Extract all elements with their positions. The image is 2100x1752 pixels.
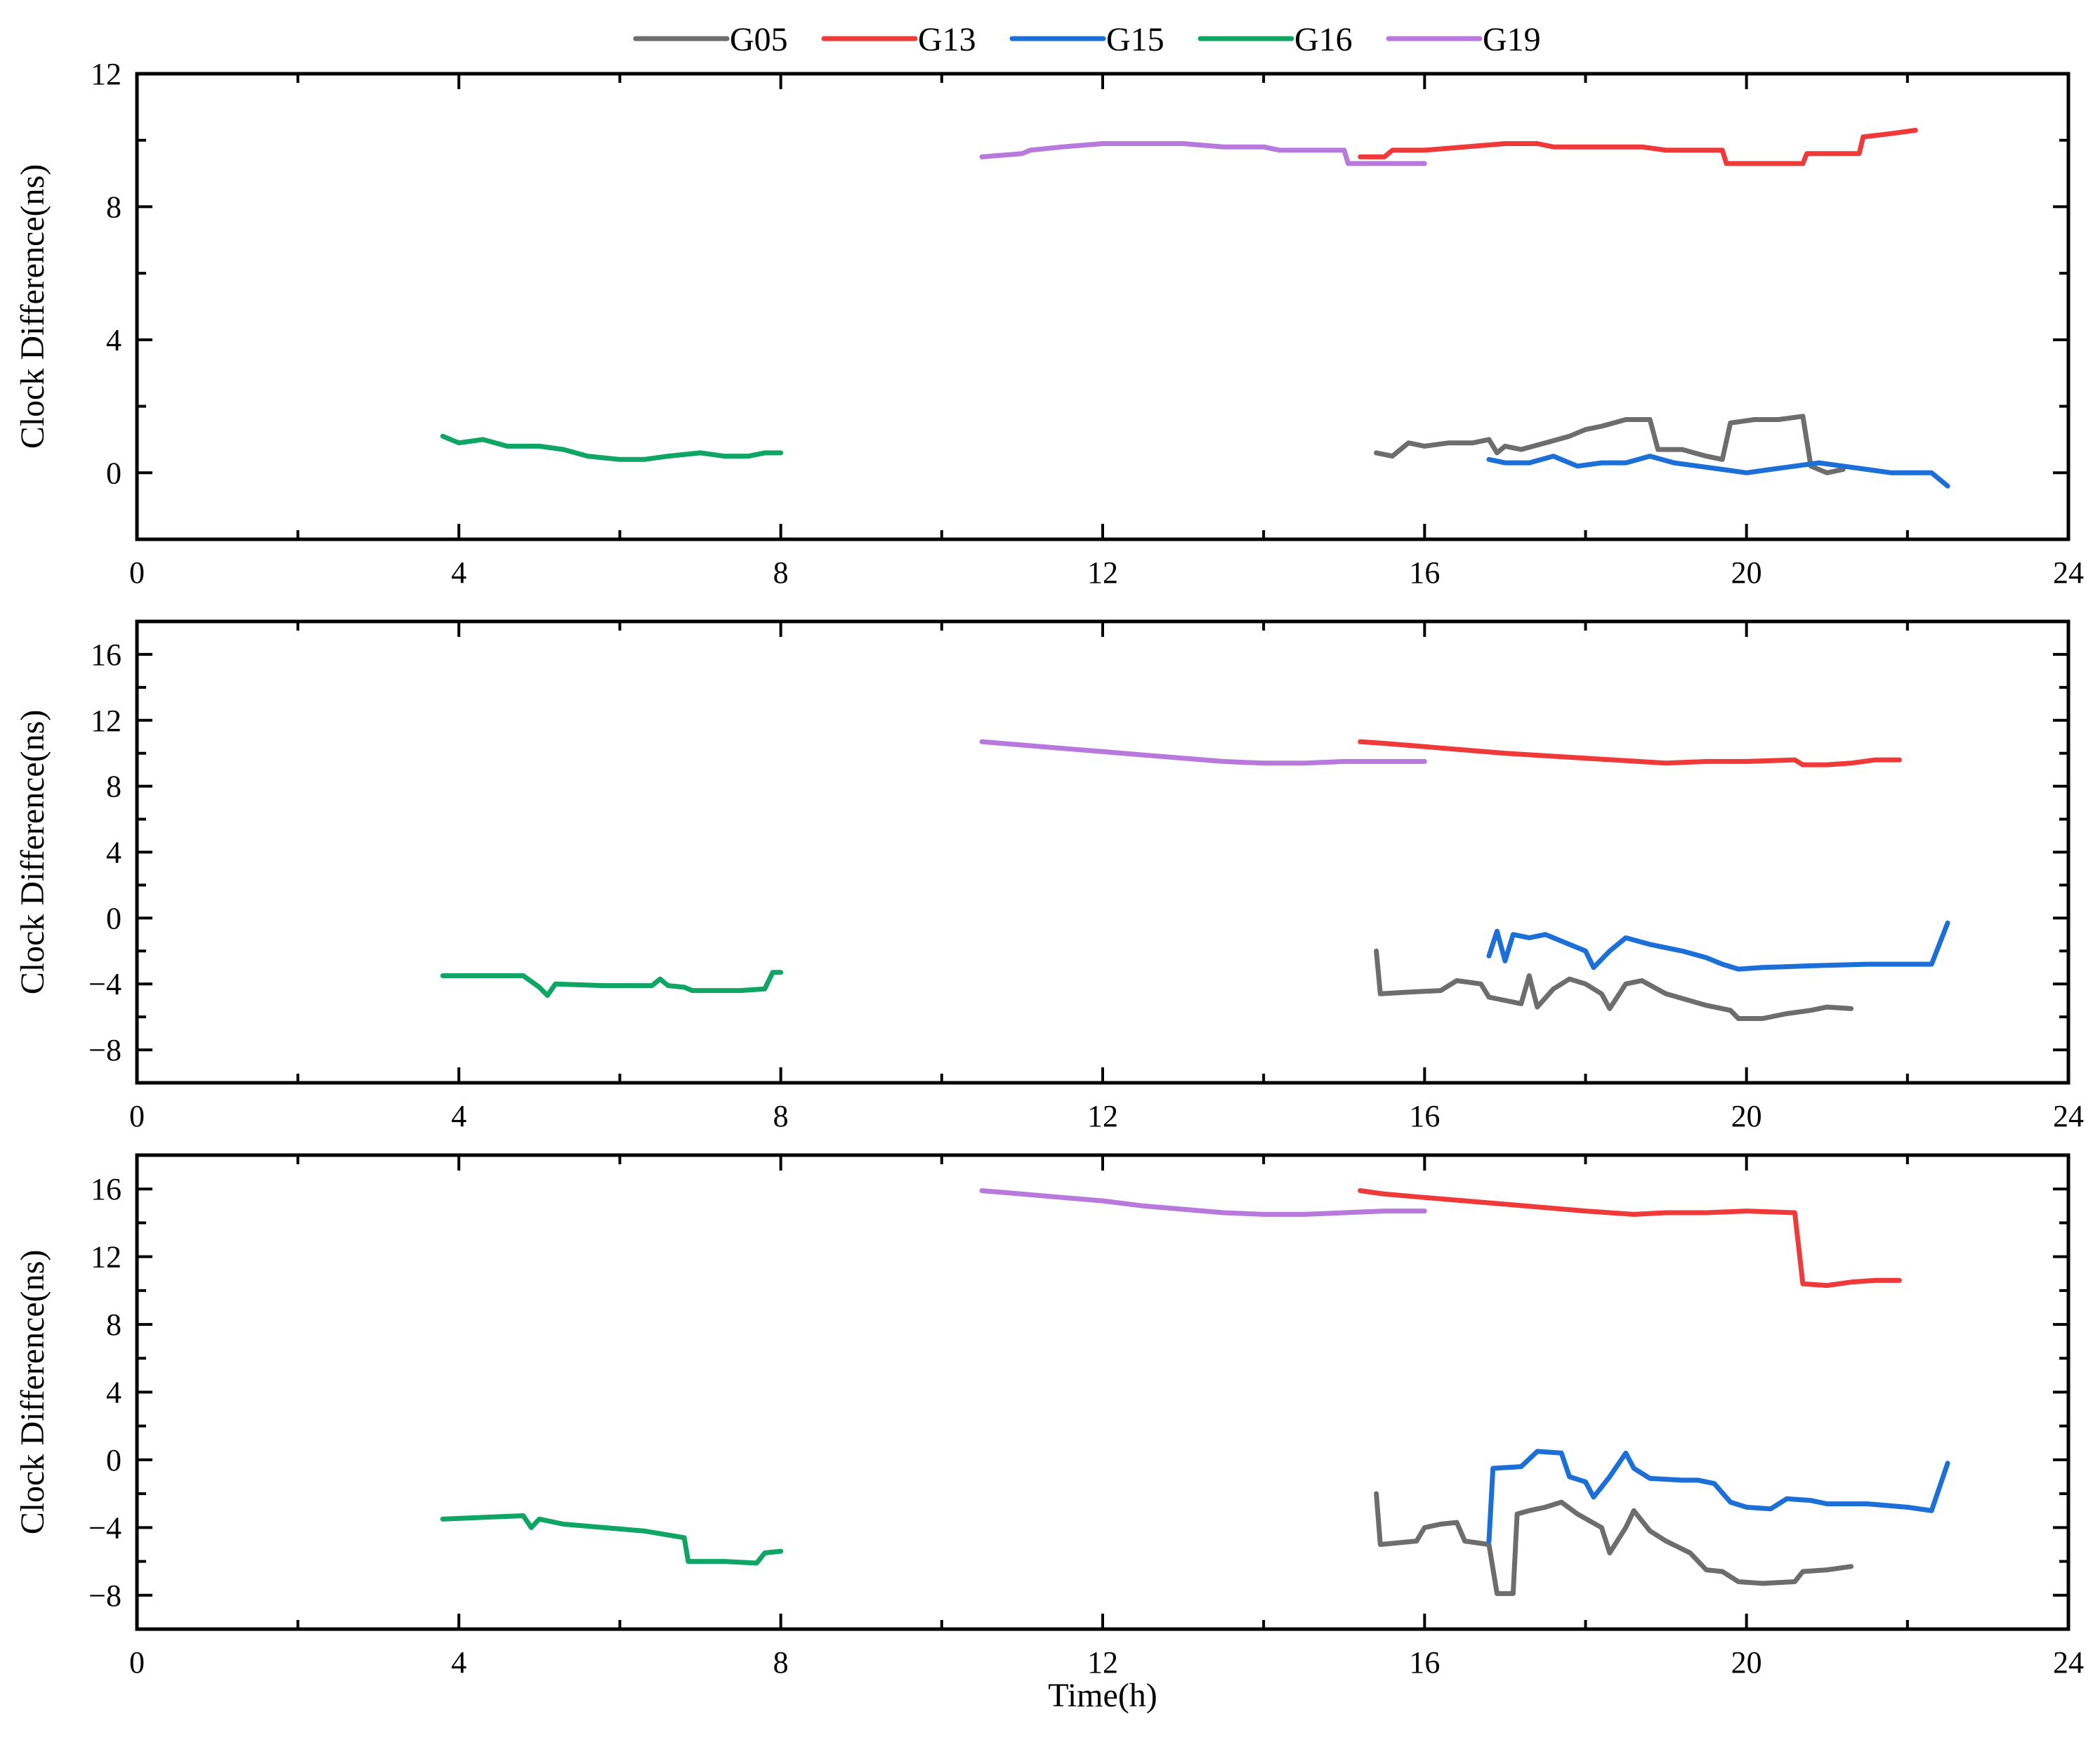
legend: G05 G13 G15 G16 G19 — [633, 21, 1541, 58]
panel-top: 0 4 8 12 16 20 24 0 4 8 12 Clock Difference(ns) — [14, 57, 2084, 590]
series-line-g16 — [440, 433, 784, 462]
plot-frame — [135, 1153, 2071, 1631]
series-line-g16 — [440, 1513, 784, 1566]
y-tick-label: 12 — [91, 1240, 122, 1275]
x-tick-label: 8 — [773, 1099, 789, 1133]
plot-frame — [135, 619, 2071, 1085]
series-line-g19 — [979, 739, 1427, 766]
series-line-g19 — [979, 1188, 1427, 1217]
y-tick-label: −8 — [88, 1579, 122, 1613]
y-tick-label: 12 — [91, 57, 122, 91]
series-line-g13 — [1358, 739, 1902, 768]
panel-middle: 0 4 8 12 16 20 24 −8 −4 0 4 8 12 16 Clock Difference(n… — [14, 619, 2084, 1133]
y-axis-label: Clock Difference(ns) — [14, 1250, 51, 1535]
x-tick-label: 8 — [773, 555, 789, 590]
panel-bottom: 0 4 8 12 16 20 24 −8 −4 0 4 8 12 16 Clock Difference(n… — [14, 1153, 2084, 1714]
x-tick-label: 12 — [1087, 555, 1118, 590]
x-tick-label: 4 — [451, 1645, 466, 1680]
x-tick-label: 16 — [1409, 1645, 1440, 1680]
x-tick-label: 20 — [1731, 555, 1762, 590]
x-tick-label: 12 — [1087, 1645, 1118, 1680]
legend-label-g19: G19 — [1483, 21, 1541, 58]
y-tick-label: 0 — [106, 901, 122, 935]
x-tick-label: 0 — [129, 555, 145, 590]
series-line-g19 — [979, 141, 1427, 166]
series-line-g15 — [1486, 920, 1950, 972]
series-line-g15 — [1486, 1449, 1950, 1544]
x-tick-label: 0 — [129, 1099, 145, 1133]
y-tick-label: 12 — [91, 704, 122, 738]
x-tick-label: 4 — [451, 555, 466, 590]
series-line-g05 — [1374, 414, 1846, 475]
legend-label-g13: G13 — [918, 21, 976, 58]
x-tick-label: 20 — [1731, 1099, 1762, 1133]
y-tick-label: −4 — [88, 967, 122, 1001]
x-tick-label: 4 — [451, 1099, 466, 1133]
y-tick-label: 8 — [106, 770, 122, 804]
series-line-g13 — [1358, 1188, 1902, 1289]
y-tick-label: 0 — [106, 456, 122, 490]
y-tick-label: 4 — [106, 1376, 122, 1410]
x-tick-label: 20 — [1731, 1645, 1762, 1680]
legend-label-g16: G16 — [1294, 21, 1353, 58]
x-tick-label: 0 — [129, 1645, 145, 1680]
y-axis-label: Clock Difference(ns) — [14, 164, 51, 449]
x-tick-label: 12 — [1087, 1099, 1118, 1133]
x-tick-label: 16 — [1409, 1099, 1440, 1133]
series-line-g16 — [440, 970, 784, 999]
y-tick-label: 0 — [106, 1443, 122, 1477]
x-tick-label: 24 — [2053, 555, 2084, 590]
legend-label-g05: G05 — [730, 21, 788, 58]
x-tick-label: 24 — [2053, 1645, 2084, 1680]
plot-frame — [135, 72, 2071, 541]
series-line-g13 — [1358, 128, 1918, 166]
x-tick-label: 24 — [2053, 1099, 2084, 1133]
y-tick-label: 8 — [106, 190, 122, 224]
series-line-g05 — [1374, 948, 1854, 1021]
series-line-g15 — [1486, 454, 1950, 489]
y-axis-label: Clock Difference(ns) — [14, 710, 51, 995]
y-tick-label: 4 — [106, 323, 122, 357]
y-tick-label: −4 — [88, 1510, 122, 1545]
x-tick-label: 8 — [773, 1645, 789, 1680]
y-tick-label: −8 — [88, 1033, 122, 1067]
y-tick-label: 4 — [106, 836, 122, 870]
y-tick-label: 8 — [106, 1308, 122, 1342]
y-tick-label: 16 — [91, 1172, 122, 1206]
y-tick-label: 16 — [91, 638, 122, 672]
x-tick-label: 16 — [1409, 555, 1440, 590]
legend-label-g15: G15 — [1106, 21, 1164, 58]
x-axis-label: Time(h) — [1048, 1677, 1157, 1714]
series-line-g05 — [1374, 1491, 1854, 1596]
